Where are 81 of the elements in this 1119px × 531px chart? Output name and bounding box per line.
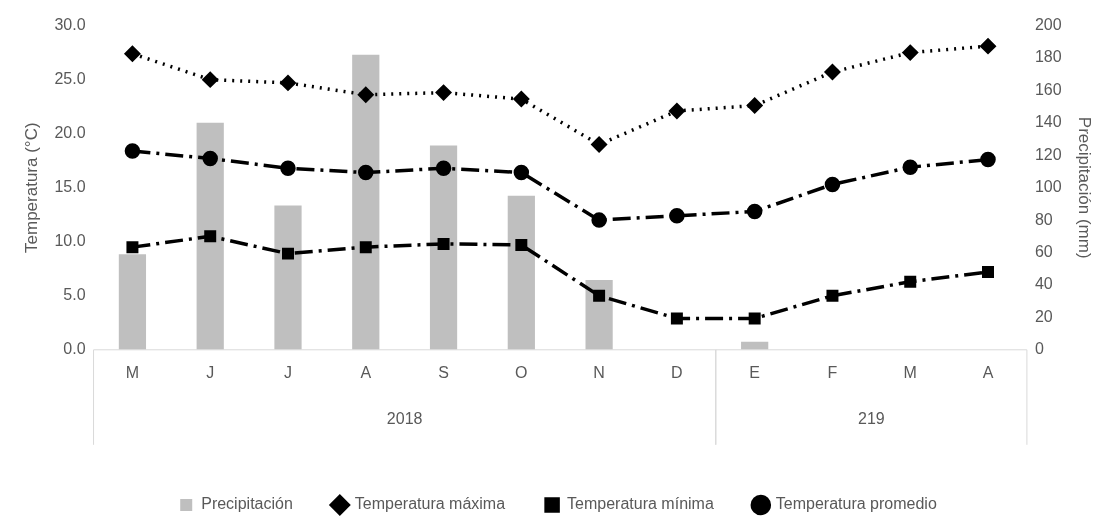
point <box>904 275 917 288</box>
x-tick-label: D <box>671 363 683 381</box>
point <box>280 160 296 176</box>
point <box>358 87 374 103</box>
x-tick-label: A <box>982 363 994 381</box>
x-tick-label: J <box>206 363 215 381</box>
point <box>513 91 530 107</box>
x-tick-label: O <box>515 363 528 381</box>
y2-tick-label: 160 <box>1034 80 1062 98</box>
point <box>593 289 606 302</box>
y-tick-label: 10.0 <box>54 232 86 250</box>
y2-tick-label: 200 <box>1034 16 1062 34</box>
point <box>124 143 141 159</box>
point <box>746 203 763 220</box>
y-tick-label: 30.0 <box>54 16 86 34</box>
bar <box>118 254 147 350</box>
text: 2018 <box>386 410 423 428</box>
y-tick-label: 20.0 <box>54 124 86 142</box>
y-tick-label: 5.0 <box>63 286 86 304</box>
x-tick-label: S <box>438 363 449 381</box>
x-tick-label: M <box>903 363 917 381</box>
bar <box>274 205 302 350</box>
point <box>280 75 296 91</box>
legend-label: Temperatura promedio <box>775 495 937 513</box>
bar <box>196 122 224 350</box>
legend-label: Precipitación <box>201 495 293 513</box>
x-tick-label: N <box>593 363 605 381</box>
y2-tick-label: 60 <box>1034 242 1053 260</box>
point <box>748 312 761 325</box>
y-tick-label: 25.0 <box>54 70 86 88</box>
point <box>746 97 763 114</box>
point <box>358 164 374 181</box>
point <box>824 64 841 80</box>
bar <box>585 280 613 350</box>
point <box>669 208 685 224</box>
point <box>126 241 139 254</box>
point <box>202 150 218 167</box>
y2-tick-label: 140 <box>1034 113 1062 131</box>
y2-axis-title: Precipitación (mm) <box>1075 116 1095 259</box>
y-tick-label: 15.0 <box>54 178 86 196</box>
y-tick-label: 0.0 <box>63 340 86 358</box>
point <box>124 45 141 62</box>
point <box>669 103 685 119</box>
legend-label: Temperatura máxima <box>354 495 506 513</box>
y2-tick-label: 80 <box>1034 210 1053 228</box>
point <box>826 289 839 302</box>
x-tick-label: J <box>283 363 292 381</box>
point <box>435 160 452 176</box>
point <box>359 241 372 254</box>
point <box>591 136 607 153</box>
legend-label: Temperatura mínima <box>567 495 714 513</box>
x-tick-label: A <box>360 363 372 381</box>
point <box>202 71 218 88</box>
bar <box>507 195 535 350</box>
point <box>824 176 841 193</box>
y2-tick-label: 100 <box>1034 178 1062 196</box>
point <box>204 230 217 243</box>
point <box>902 44 918 61</box>
y2-tick-label: 0 <box>1034 340 1044 358</box>
y2-tick-label: 20 <box>1034 307 1053 325</box>
point <box>670 312 683 325</box>
y2-tick-label: 40 <box>1034 275 1053 293</box>
y2-tick-label: 120 <box>1034 145 1062 163</box>
x-tick-label: E <box>749 363 761 381</box>
bar <box>352 54 380 350</box>
point <box>282 247 294 260</box>
point <box>902 159 918 175</box>
point <box>515 238 528 251</box>
point <box>980 151 996 168</box>
y-axis-title: Temperatura (°C) <box>21 122 41 253</box>
point <box>437 237 450 250</box>
point <box>513 164 530 181</box>
x-tick-label: F <box>827 363 838 381</box>
y2-tick-label: 180 <box>1034 48 1062 66</box>
point <box>982 266 995 278</box>
point <box>980 38 996 54</box>
x-tick-label: M <box>125 363 140 381</box>
point <box>591 212 607 228</box>
bar <box>429 145 458 350</box>
text: 219 <box>857 410 885 428</box>
point <box>435 84 452 101</box>
